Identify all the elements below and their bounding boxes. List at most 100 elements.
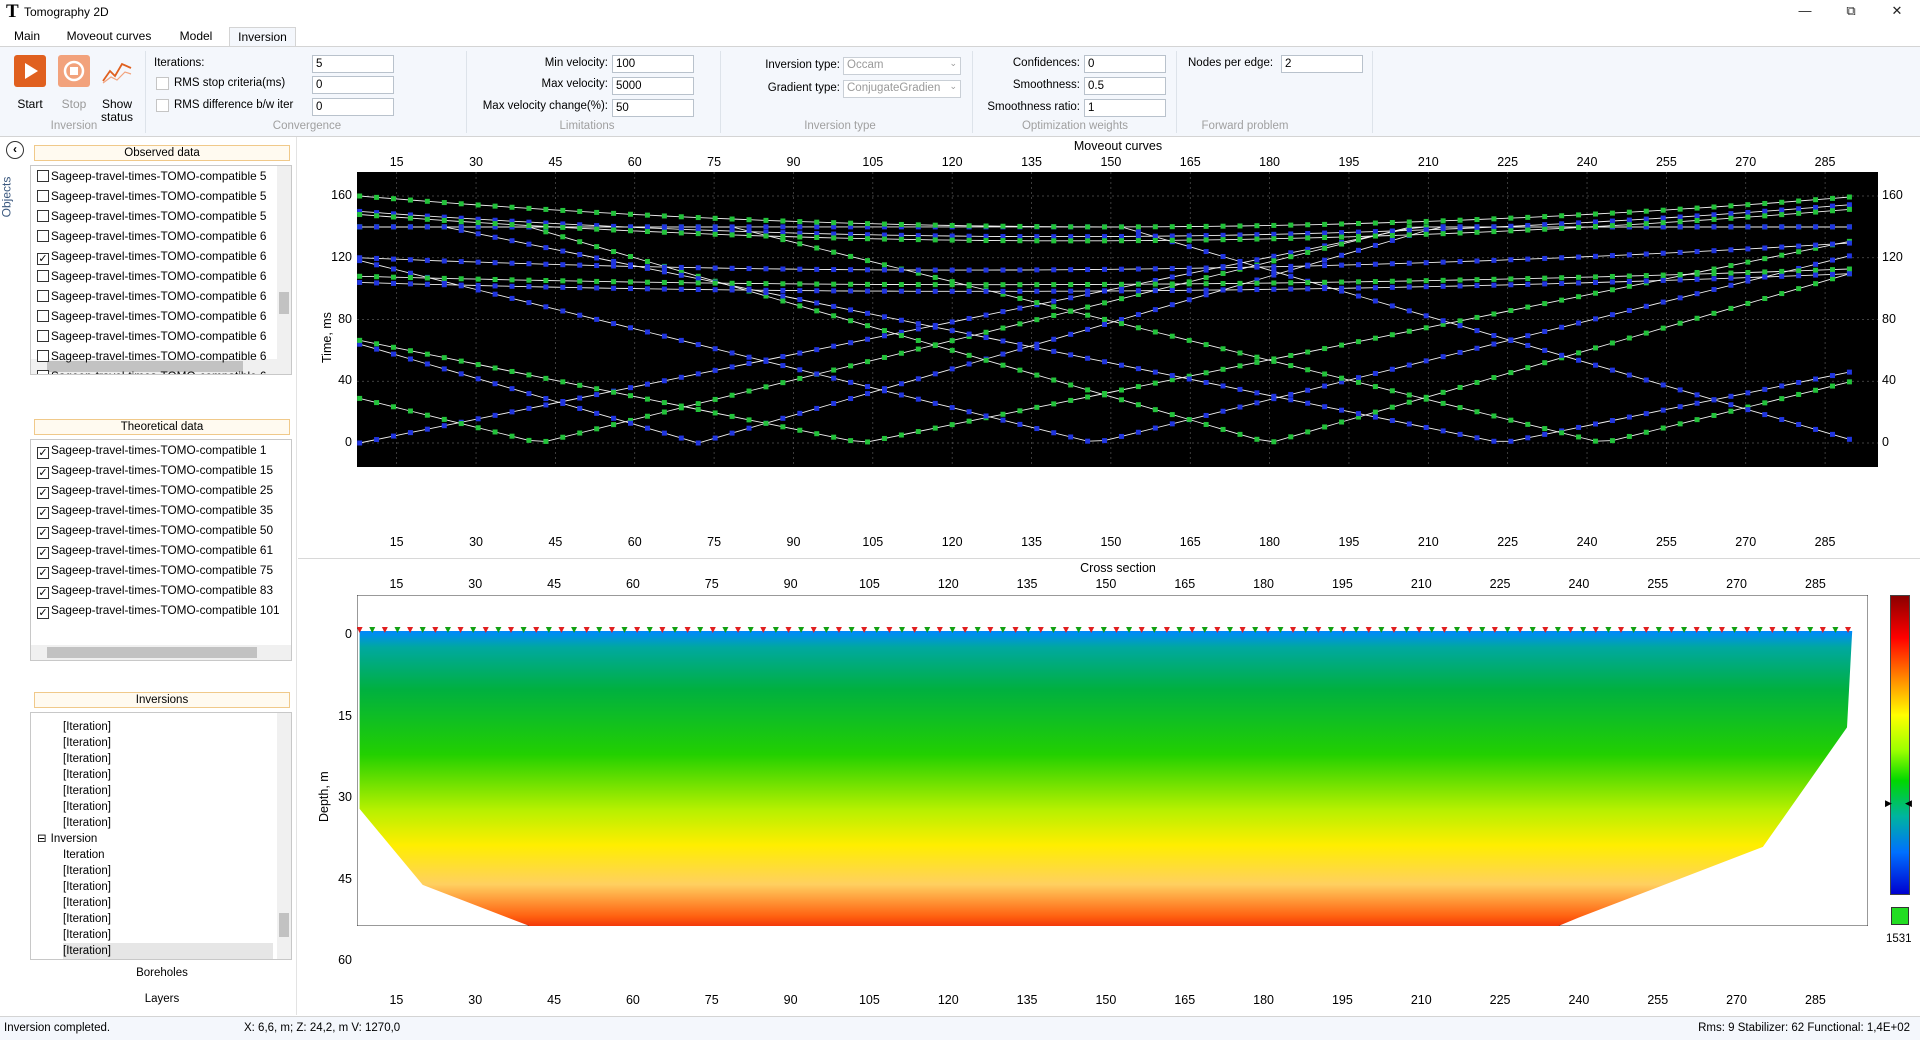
list-item[interactable]: ✓ Sageep-travel-times-TOMO-compatible 101 (37, 600, 280, 620)
tree-item[interactable]: [Iteration] (63, 735, 111, 751)
inversions-tree[interactable]: [Iteration] [Iteration] [Iteration] [Iterat… (30, 712, 292, 960)
tree-item[interactable]: [Iteration] (63, 911, 111, 927)
tree-item[interactable]: [Iteration] (63, 815, 111, 831)
checkbox-checked[interactable]: ✓ (37, 587, 49, 599)
rms-stop-checkbox[interactable] (156, 77, 169, 90)
theoretical-hscroll[interactable] (31, 645, 291, 660)
layers-section[interactable]: Layers (144, 993, 180, 1005)
max-velocity-input[interactable] (612, 77, 694, 95)
list-item[interactable]: ✓ Sageep-travel-times-TOMO-compatible 83 (37, 580, 273, 600)
tree-item[interactable]: [Iteration] (63, 719, 111, 735)
checkbox-checked[interactable]: ✓ (37, 567, 49, 579)
colorbar-marker-right-icon[interactable]: ◀ (1905, 798, 1912, 808)
checkbox[interactable] (37, 230, 49, 242)
start-button[interactable]: Start (14, 55, 46, 111)
scroll-thumb[interactable] (279, 913, 289, 937)
tree-item[interactable]: [Iteration] (63, 879, 111, 895)
checkbox[interactable] (37, 210, 49, 222)
inversion-type-select[interactable]: Occam ⌄ (843, 57, 961, 75)
collapse-tree-icon[interactable]: ⊟ (37, 833, 47, 845)
tree-item[interactable]: Iteration (63, 847, 105, 863)
colorbar[interactable]: ▶ ◀ 1531 (1885, 595, 1912, 957)
tree-item[interactable]: [Iteration] (63, 863, 111, 879)
scroll-thumb[interactable] (47, 361, 243, 372)
checkbox[interactable] (37, 290, 49, 302)
restore-icon[interactable]: ⧉ (1846, 3, 1856, 18)
iterations-input[interactable] (312, 55, 394, 73)
list-item[interactable]: Sageep-travel-times-TOMO-compatible 6 (37, 266, 266, 286)
list-item[interactable]: ✓ Sageep-travel-times-TOMO-compatible 15 (37, 460, 273, 480)
collapse-panel-button[interactable]: ‹ (6, 141, 24, 159)
list-item[interactable]: Sageep-travel-times-TOMO-compatible 5 (37, 166, 266, 186)
objects-side-tab[interactable]: Objects (0, 164, 28, 234)
list-item[interactable]: ✓ Sageep-travel-times-TOMO-compatible 1 (37, 440, 266, 460)
list-item[interactable]: ✓ Sageep-travel-times-TOMO-compatible 6 (37, 246, 266, 266)
checkbox[interactable] (37, 190, 49, 202)
checkbox-checked[interactable]: ✓ (37, 467, 49, 479)
list-item[interactable]: Sageep-travel-times-TOMO-compatible 6 (37, 366, 266, 374)
checkbox[interactable] (37, 170, 49, 182)
gradient-type-select[interactable]: ConjugateGradien ⌄ (843, 80, 961, 98)
tree-item[interactable]: ⊟ Inversion (37, 831, 97, 847)
min-velocity-input[interactable] (612, 55, 694, 73)
tree-item[interactable]: [Iteration] (63, 767, 111, 783)
list-item[interactable]: Sageep-travel-times-TOMO-compatible 6 (37, 286, 266, 306)
scroll-thumb[interactable] (279, 292, 289, 314)
list-item[interactable]: ✓ Sageep-travel-times-TOMO-compatible 35 (37, 500, 273, 520)
tab-model[interactable]: Model (179, 29, 213, 43)
checkbox[interactable] (37, 350, 49, 362)
tree-item[interactable]: [Iteration] (63, 895, 111, 911)
rms-stop-input[interactable] (312, 76, 394, 94)
tab-main[interactable]: Main (13, 29, 40, 43)
close-icon[interactable]: ✕ (1891, 3, 1903, 18)
tree-item[interactable]: [Iteration] (63, 783, 111, 799)
moveout-plot[interactable] (357, 172, 1878, 467)
list-item[interactable]: ✓ Sageep-travel-times-TOMO-compatible 25 (37, 480, 273, 500)
observed-vscroll[interactable] (277, 166, 291, 361)
observed-hscroll[interactable] (31, 359, 291, 374)
tree-item[interactable]: [Iteration] (63, 799, 111, 815)
nodes-per-edge-input[interactable] (1281, 55, 1363, 73)
list-item[interactable]: Sageep-travel-times-TOMO-compatible 6 (37, 346, 266, 366)
list-item[interactable]: Sageep-travel-times-TOMO-compatible 5 (37, 186, 266, 206)
checkbox[interactable] (37, 270, 49, 282)
list-item[interactable]: Sageep-travel-times-TOMO-compatible 5 (37, 206, 266, 226)
list-item[interactable]: Sageep-travel-times-TOMO-compatible 6 (37, 306, 266, 326)
cross-section-plot[interactable] (357, 595, 1868, 926)
checkbox-checked[interactable]: ✓ (37, 607, 49, 619)
list-item[interactable]: ✓ Sageep-travel-times-TOMO-compatible 50 (37, 520, 273, 540)
minimize-icon[interactable]: — (1798, 3, 1812, 18)
tab-moveout-curves[interactable]: Moveout curves (66, 29, 152, 43)
colorbar-marker-left-icon[interactable]: ▶ (1885, 798, 1892, 808)
list-item[interactable]: ✓ Sageep-travel-times-TOMO-compatible 75 (37, 560, 273, 580)
checkbox-checked[interactable]: ✓ (37, 507, 49, 519)
checkbox[interactable] (37, 310, 49, 322)
checkbox[interactable] (37, 370, 49, 374)
max-velocity-change-input[interactable] (612, 99, 694, 117)
tree-item[interactable]: [Iteration] (63, 943, 273, 959)
checkbox-checked[interactable]: ✓ (37, 527, 49, 539)
boreholes-section[interactable]: Boreholes (136, 967, 188, 979)
list-item[interactable]: ✓ Sageep-travel-times-TOMO-compatible 61 (37, 540, 273, 560)
checkbox-checked[interactable]: ✓ (37, 547, 49, 559)
tab-inversion[interactable]: Inversion (229, 27, 296, 47)
rms-diff-checkbox[interactable] (156, 99, 169, 112)
stop-button[interactable]: Stop (58, 55, 90, 111)
checkbox[interactable] (37, 330, 49, 342)
tree-item[interactable]: [Iteration] (63, 959, 111, 960)
smoothness-input[interactable] (1084, 77, 1166, 95)
observed-data-list[interactable]: Sageep-travel-times-TOMO-compatible 5 Sag… (30, 165, 292, 375)
rms-diff-input[interactable] (312, 98, 394, 116)
scroll-thumb[interactable] (47, 647, 257, 658)
checkbox-checked[interactable]: ✓ (37, 253, 49, 265)
tree-item[interactable]: [Iteration] (63, 927, 111, 943)
smoothness-ratio-input[interactable] (1084, 99, 1166, 117)
inversions-vscroll[interactable] (277, 713, 291, 959)
confidences-input[interactable] (1084, 55, 1166, 73)
theoretical-data-list[interactable]: ✓ Sageep-travel-times-TOMO-compatible 1 ✓ S… (30, 439, 292, 661)
list-item[interactable]: Sageep-travel-times-TOMO-compatible 6 (37, 226, 266, 246)
checkbox-checked[interactable]: ✓ (37, 487, 49, 499)
show-status-button[interactable]: Show status (101, 55, 133, 124)
list-item[interactable]: Sageep-travel-times-TOMO-compatible 6 (37, 326, 266, 346)
tree-item[interactable]: [Iteration] (63, 751, 111, 767)
